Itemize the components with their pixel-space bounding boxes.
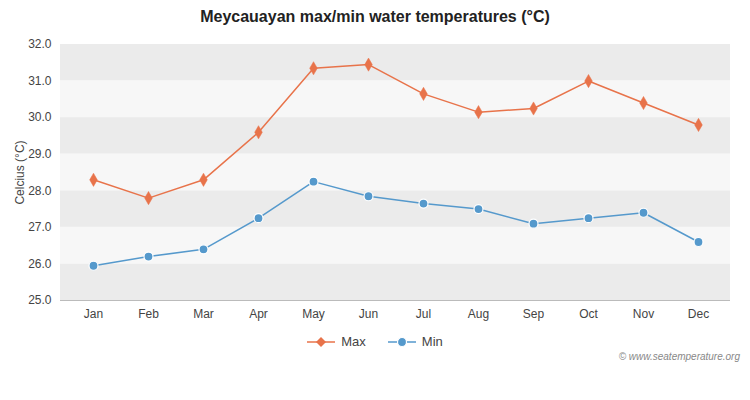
svg-text:Jun: Jun: [359, 307, 378, 321]
svg-text:Celcius (°C): Celcius (°C): [13, 140, 27, 204]
svg-text:32.0: 32.0: [28, 37, 52, 51]
svg-text:Dec: Dec: [688, 307, 709, 321]
svg-text:31.0: 31.0: [28, 74, 52, 88]
svg-text:Jul: Jul: [416, 307, 431, 321]
html-text:Max: Max: [341, 334, 366, 349]
svg-text:25.0: 25.0: [28, 293, 52, 307]
svg-text:Nov: Nov: [633, 307, 654, 321]
svg-text:Oct: Oct: [579, 307, 598, 321]
svg-text:Mar: Mar: [193, 307, 214, 321]
html-text:Min: Min: [421, 334, 443, 349]
svg-text:Feb: Feb: [138, 307, 159, 321]
svg-text:26.0: 26.0: [28, 257, 52, 271]
html-text:© www.seatemperature.org: © www.seatemperature.org: [618, 351, 740, 362]
svg-text:Aug: Aug: [468, 307, 489, 321]
svg-text:Jan: Jan: [84, 307, 103, 321]
svg-text:Sep: Sep: [523, 307, 545, 321]
svg-text:27.0: 27.0: [28, 220, 52, 234]
svg-text:28.0: 28.0: [28, 184, 52, 198]
svg-text:29.0: 29.0: [28, 147, 52, 161]
svg-text:30.0: 30.0: [28, 110, 52, 124]
svg-text:May: May: [302, 307, 325, 321]
svg-text:Apr: Apr: [249, 307, 268, 321]
html-text:Meycauayan max/min water tempe: Meycauayan max/min water temperatures (°…: [200, 8, 550, 25]
